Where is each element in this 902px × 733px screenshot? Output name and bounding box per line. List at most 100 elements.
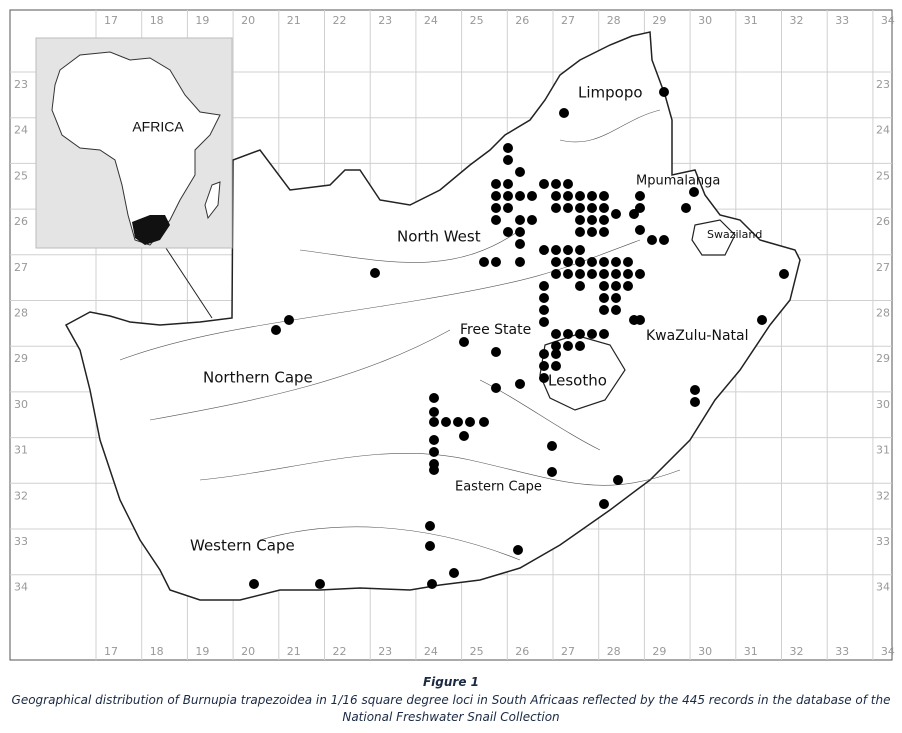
record-dot bbox=[479, 257, 489, 267]
latitude-label: 27 bbox=[876, 261, 890, 274]
record-dot bbox=[515, 215, 525, 225]
record-dot bbox=[441, 417, 451, 427]
record-dot bbox=[539, 281, 549, 291]
record-dot bbox=[551, 349, 561, 359]
longitude-label: 30 bbox=[698, 645, 712, 658]
longitude-label: 24 bbox=[424, 14, 438, 27]
record-dot bbox=[635, 191, 645, 201]
record-dot bbox=[599, 293, 609, 303]
latitude-label: 28 bbox=[14, 307, 28, 320]
latitude-label: 23 bbox=[14, 78, 28, 91]
record-dot bbox=[551, 179, 561, 189]
record-dot bbox=[453, 417, 463, 427]
record-dot bbox=[539, 361, 549, 371]
latitude-label: 30 bbox=[14, 398, 28, 411]
latitude-label: 26 bbox=[876, 215, 890, 228]
record-dot bbox=[547, 467, 557, 477]
record-dot bbox=[599, 215, 609, 225]
record-dot bbox=[635, 225, 645, 235]
record-dot bbox=[513, 545, 523, 555]
longitude-label: 18 bbox=[150, 645, 164, 658]
record-dot bbox=[587, 191, 597, 201]
record-dot bbox=[659, 235, 669, 245]
record-dot bbox=[611, 305, 621, 315]
record-dot bbox=[563, 257, 573, 267]
caption-line: Geographical distribution of Burnupia tr… bbox=[11, 693, 891, 707]
record-dot bbox=[563, 203, 573, 213]
longitude-label: 33 bbox=[835, 645, 849, 658]
longitude-label: 21 bbox=[287, 645, 301, 658]
record-dot bbox=[515, 257, 525, 267]
record-dot bbox=[551, 257, 561, 267]
record-dot bbox=[539, 317, 549, 327]
record-dot bbox=[599, 257, 609, 267]
record-dot bbox=[563, 269, 573, 279]
record-dot bbox=[551, 329, 561, 339]
latitude-label: 23 bbox=[876, 78, 890, 91]
record-dot bbox=[429, 465, 439, 475]
longitude-label: 22 bbox=[333, 14, 347, 27]
pointer-line bbox=[157, 235, 213, 319]
longitude-label: 31 bbox=[744, 645, 758, 658]
record-dot bbox=[370, 268, 380, 278]
region-label: Swaziland bbox=[707, 228, 762, 241]
record-dot bbox=[503, 203, 513, 213]
record-dot bbox=[515, 379, 525, 389]
country-outline bbox=[64, 31, 801, 601]
record-dot bbox=[491, 257, 501, 267]
inset: AFRICA bbox=[35, 37, 233, 249]
record-dot bbox=[551, 361, 561, 371]
longitude-label: 20 bbox=[241, 14, 255, 27]
longitude-label: 31 bbox=[744, 14, 758, 27]
region-label: Free State bbox=[460, 322, 531, 338]
region-label: Lesotho bbox=[548, 372, 607, 390]
record-dot bbox=[559, 108, 569, 118]
latitude-label: 29 bbox=[876, 352, 890, 365]
longitude-label: 23 bbox=[378, 645, 392, 658]
region-label: Northern Cape bbox=[203, 369, 313, 387]
record-dot bbox=[539, 245, 549, 255]
record-dot bbox=[575, 245, 585, 255]
latitude-label: 28 bbox=[876, 307, 890, 320]
record-dot bbox=[539, 305, 549, 315]
longitude-label: 23 bbox=[378, 14, 392, 27]
inset-label: AFRICA bbox=[132, 119, 184, 135]
record-dot bbox=[575, 269, 585, 279]
record-dot bbox=[547, 441, 557, 451]
record-dot bbox=[635, 203, 645, 213]
longitude-label: 29 bbox=[652, 645, 666, 658]
record-dot bbox=[611, 269, 621, 279]
record-dot bbox=[599, 269, 609, 279]
record-dot bbox=[599, 227, 609, 237]
latitude-label: 32 bbox=[876, 489, 890, 502]
record-dot bbox=[623, 281, 633, 291]
longitude-label: 19 bbox=[195, 14, 209, 27]
record-dot bbox=[427, 579, 437, 589]
longitude-label: 34 bbox=[881, 14, 895, 27]
latitude-label: 25 bbox=[876, 169, 890, 182]
region-label: North West bbox=[397, 228, 481, 246]
longitude-label: 25 bbox=[470, 645, 484, 658]
latitude-label: 33 bbox=[876, 535, 890, 548]
record-dot bbox=[515, 191, 525, 201]
record-dot bbox=[599, 329, 609, 339]
longitude-label: 30 bbox=[698, 14, 712, 27]
record-dot bbox=[611, 209, 621, 219]
latitude-label: 25 bbox=[14, 169, 28, 182]
record-dot bbox=[575, 215, 585, 225]
region-label: Eastern Cape bbox=[455, 480, 542, 495]
latitude-label: 33 bbox=[14, 535, 28, 548]
longitude-label: 24 bbox=[424, 645, 438, 658]
record-dot bbox=[575, 227, 585, 237]
record-dot bbox=[689, 187, 699, 197]
latitude-label: 32 bbox=[14, 489, 28, 502]
record-dot bbox=[599, 499, 609, 509]
map: 17 17 18 18 19 19 20 20 21 21 22 22 23 23 24 24 25 25 26 26… bbox=[9, 9, 895, 661]
longitude-label: 26 bbox=[515, 14, 529, 27]
record-dot bbox=[551, 203, 561, 213]
record-dot bbox=[459, 431, 469, 441]
record-dot bbox=[491, 179, 501, 189]
record-dot bbox=[551, 245, 561, 255]
record-dot bbox=[479, 417, 489, 427]
